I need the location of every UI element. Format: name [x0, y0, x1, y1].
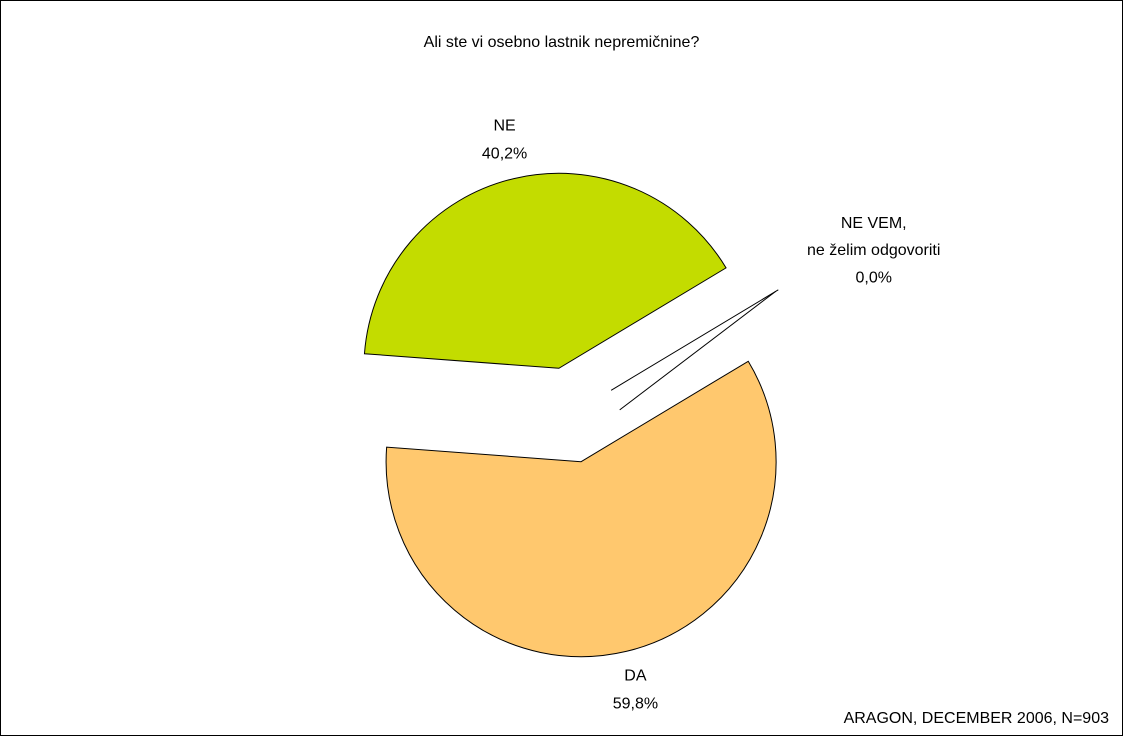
chart-title: Ali ste vi osebno lastnik nepremičnine? [423, 34, 700, 51]
slice-label: NE [493, 117, 516, 135]
source-note: ARAGON, DECEMBER 2006, N=903 [843, 710, 1109, 727]
value-label: 59,8% [612, 695, 659, 713]
pie-slice [385, 360, 777, 658]
leader-line [619, 290, 777, 411]
pie-slice [363, 172, 727, 369]
slice-label: DA [624, 667, 647, 685]
value-label: 0,0% [855, 269, 892, 287]
slice-label: NE VEM, ne želim odgovoriti [807, 215, 941, 260]
value-label: 40,2% [481, 145, 528, 163]
